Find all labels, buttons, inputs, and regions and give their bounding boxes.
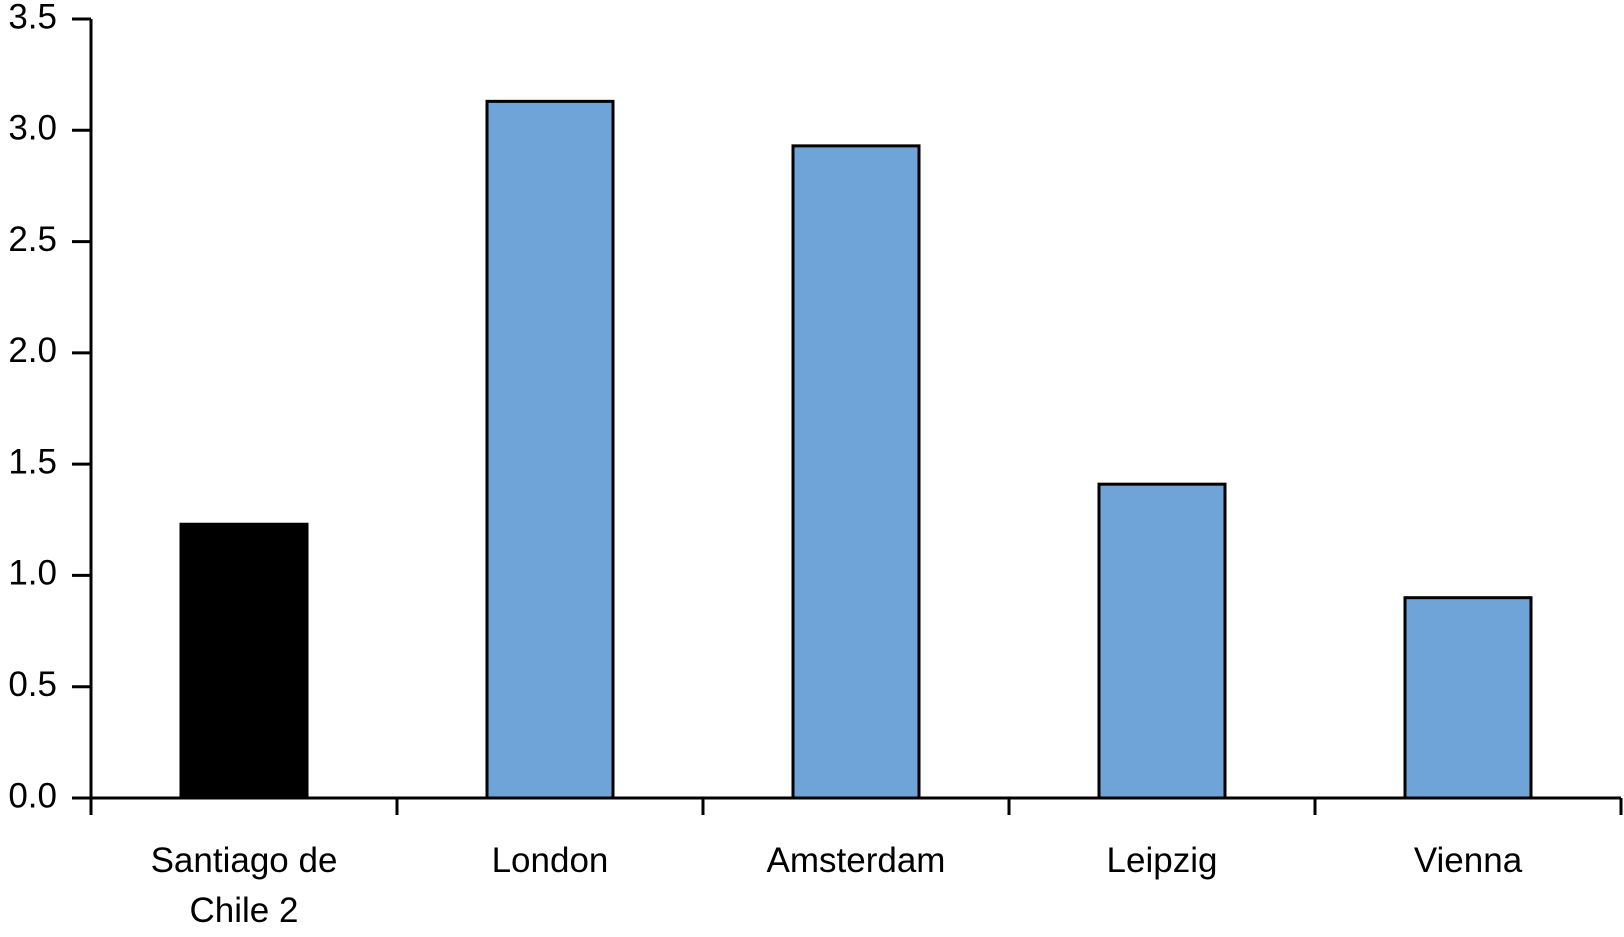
bar <box>179 522 309 800</box>
y-tick-label: 0.5 <box>8 665 57 704</box>
y-tick-label: 1.0 <box>8 554 57 593</box>
x-tick-label: Santiago de Chile 2 <box>150 841 338 930</box>
y-tick-label: 1.5 <box>8 442 57 481</box>
y-tick-label: 2.0 <box>8 331 57 370</box>
x-tick-label: Vienna <box>1413 841 1523 880</box>
y-tick-label: 2.5 <box>8 220 57 259</box>
y-tick-label: 0.0 <box>8 776 57 815</box>
x-tick-label: Leipzig <box>1106 841 1218 880</box>
bar <box>485 99 615 800</box>
bar <box>1403 596 1533 800</box>
y-tick-label: 3.0 <box>8 109 57 148</box>
bar <box>791 144 921 800</box>
x-tick-label: Amsterdam <box>766 841 946 880</box>
y-tick-label: 3.5 <box>8 0 57 36</box>
bar <box>1097 482 1227 800</box>
x-tick-label: London <box>491 841 609 880</box>
